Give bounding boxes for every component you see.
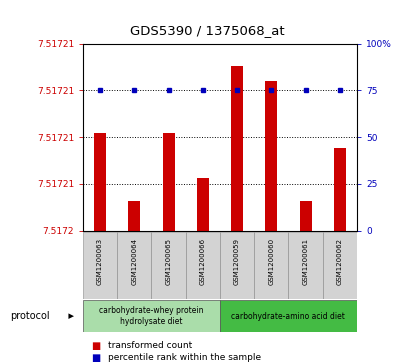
Text: GSM1200062: GSM1200062 bbox=[337, 238, 343, 285]
Text: transformed count: transformed count bbox=[108, 341, 192, 350]
Bar bbox=[186, 232, 220, 299]
Bar bbox=[231, 66, 243, 231]
Bar bbox=[117, 232, 151, 299]
Text: percentile rank within the sample: percentile rank within the sample bbox=[108, 353, 261, 362]
Bar bbox=[334, 148, 346, 231]
Bar bbox=[300, 201, 312, 231]
Bar bbox=[151, 232, 186, 299]
Bar bbox=[220, 232, 254, 299]
Bar bbox=[323, 232, 357, 299]
Bar bbox=[83, 232, 117, 299]
Text: protocol: protocol bbox=[10, 311, 50, 321]
Text: GSM1200063: GSM1200063 bbox=[97, 238, 103, 285]
Text: GSM1200065: GSM1200065 bbox=[166, 238, 171, 285]
Bar bbox=[94, 133, 106, 231]
Bar bbox=[83, 300, 220, 332]
Bar bbox=[128, 201, 140, 231]
Text: ■: ■ bbox=[91, 352, 100, 363]
Text: GSM1200059: GSM1200059 bbox=[234, 238, 240, 285]
Bar bbox=[163, 133, 175, 231]
Bar bbox=[254, 232, 288, 299]
Text: carbohydrate-amino acid diet: carbohydrate-amino acid diet bbox=[232, 312, 345, 321]
Bar bbox=[220, 300, 357, 332]
Text: GSM1200061: GSM1200061 bbox=[303, 238, 308, 285]
Bar bbox=[288, 232, 323, 299]
Text: GSM1200060: GSM1200060 bbox=[269, 238, 274, 285]
Bar bbox=[197, 178, 209, 231]
Text: GDS5390 / 1375068_at: GDS5390 / 1375068_at bbox=[130, 24, 285, 37]
Text: ■: ■ bbox=[91, 340, 100, 351]
Text: carbohydrate-whey protein
hydrolysate diet: carbohydrate-whey protein hydrolysate di… bbox=[99, 306, 204, 326]
Bar bbox=[265, 81, 277, 231]
Text: GSM1200066: GSM1200066 bbox=[200, 238, 206, 285]
Text: GSM1200064: GSM1200064 bbox=[132, 238, 137, 285]
